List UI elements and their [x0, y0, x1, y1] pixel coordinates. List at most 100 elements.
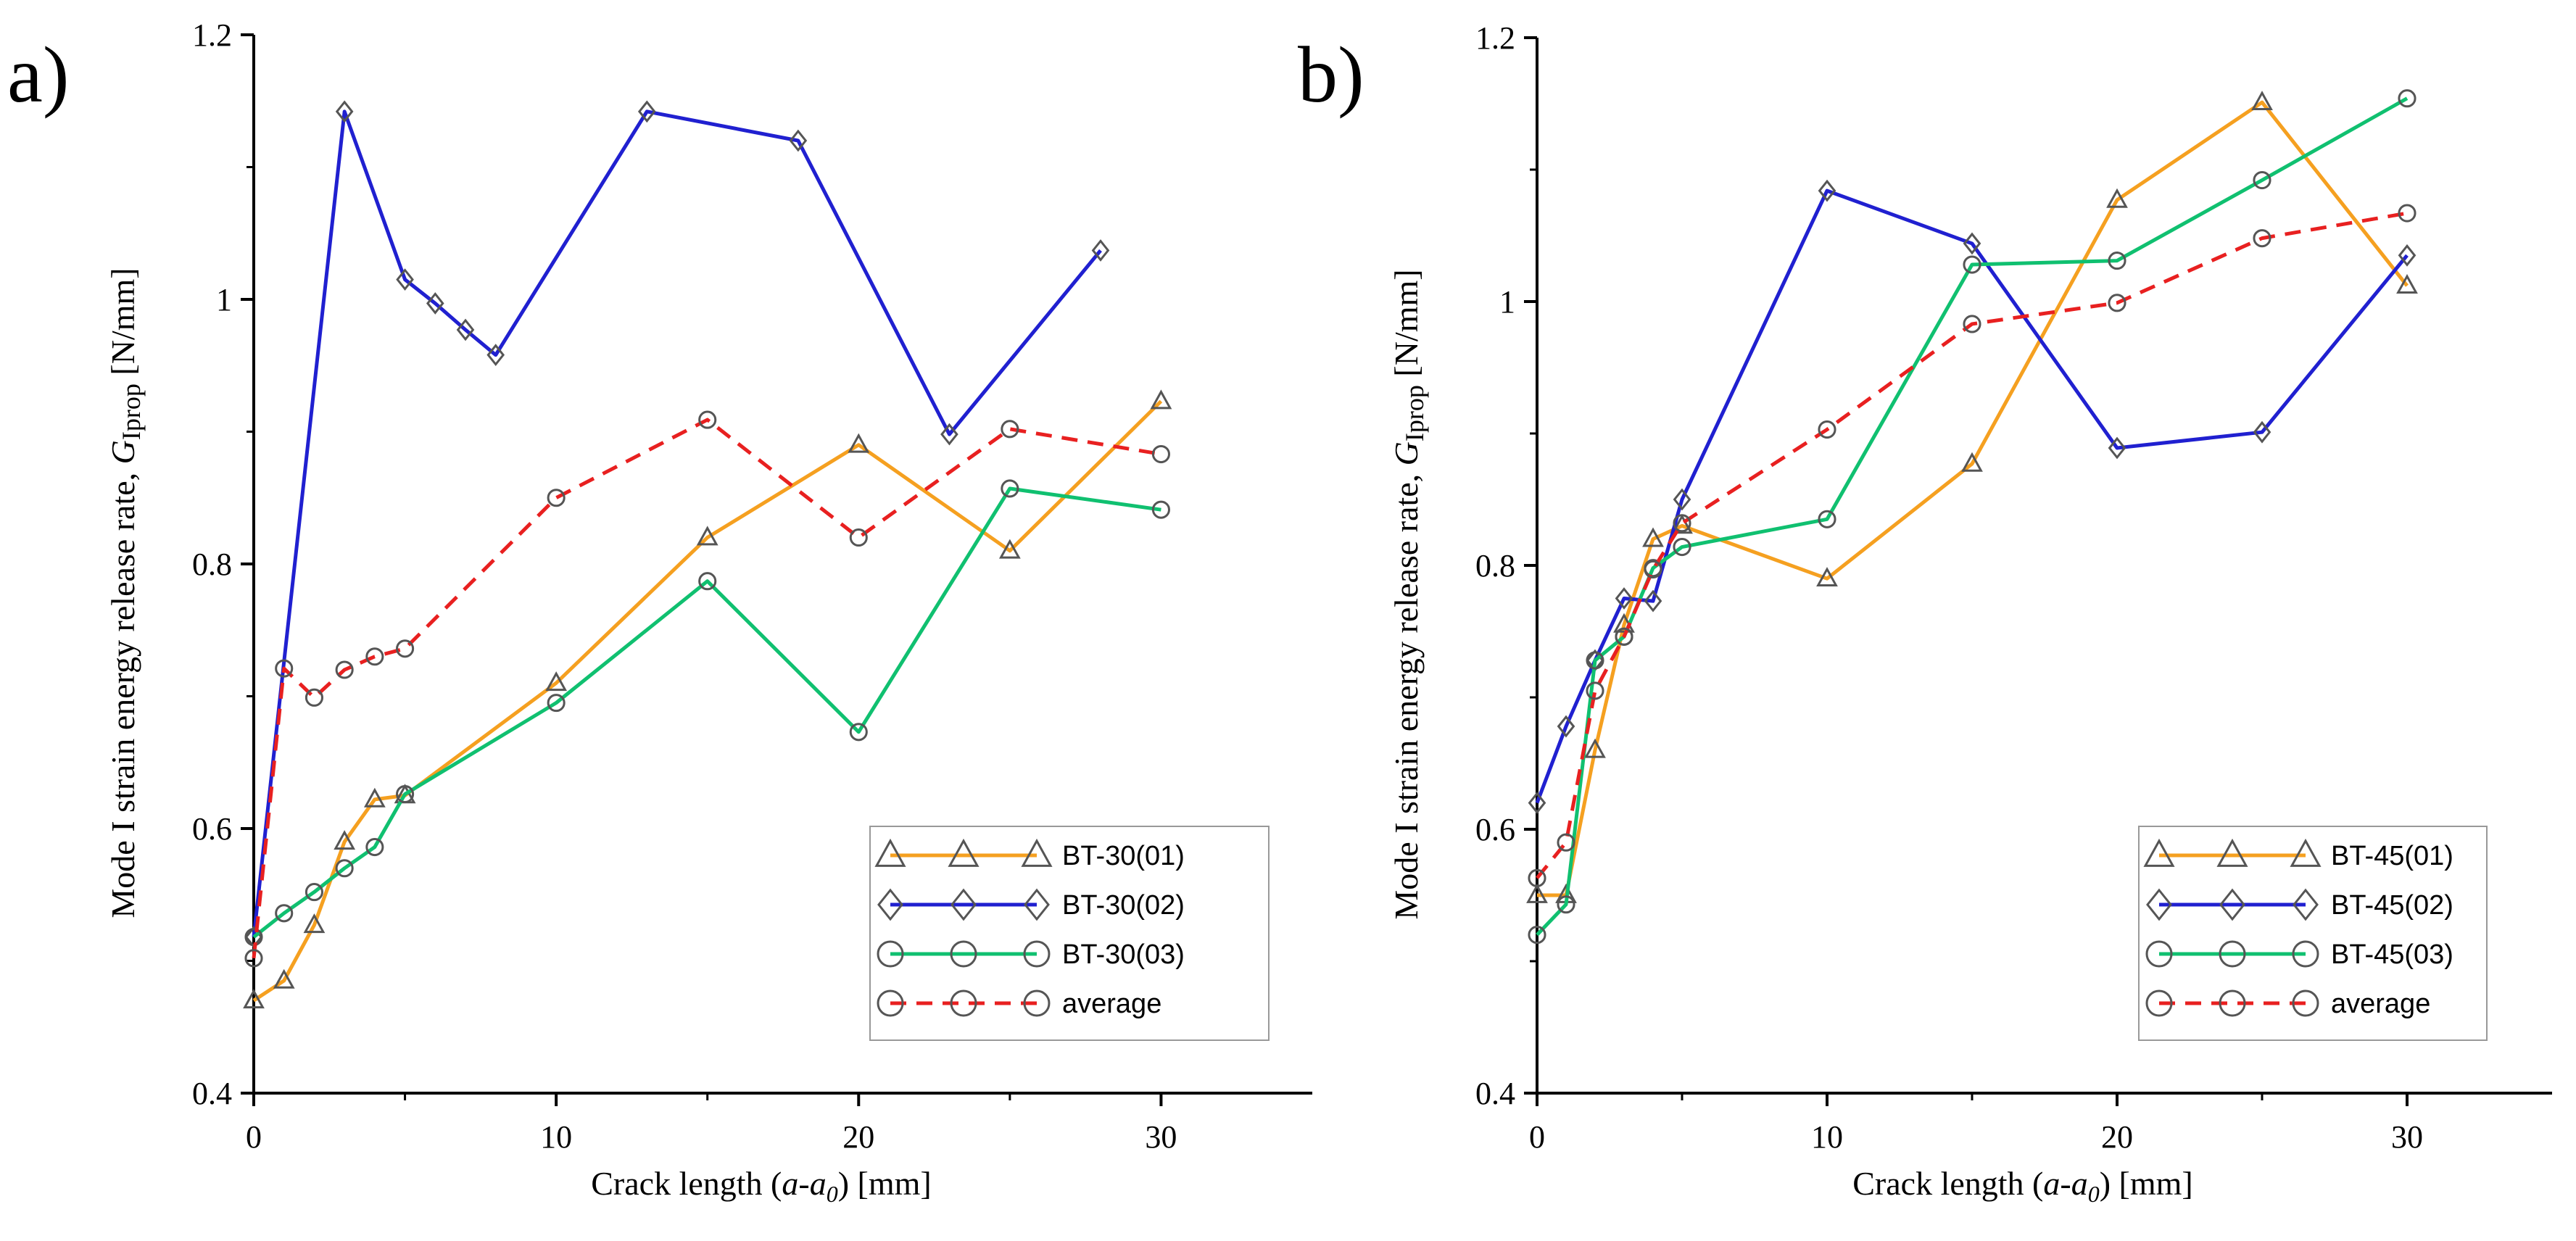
- x-axis-title: Crack length (a-a0) [mm]: [1852, 1165, 2192, 1207]
- data-point: [1584, 738, 1606, 758]
- data-point: [2398, 244, 2416, 267]
- data-point: [849, 723, 868, 742]
- data-point: [848, 433, 870, 453]
- data-point: [2108, 436, 2126, 460]
- y-axis-title: Mode I strain energy release rate, GIpro…: [104, 267, 146, 918]
- legend-marker: [2216, 838, 2248, 867]
- data-point: [1961, 452, 1983, 472]
- x-axis-title-subscript: 0: [827, 1181, 838, 1207]
- data-point: [940, 423, 958, 446]
- data-point: [1644, 589, 1662, 613]
- data-point: [305, 688, 323, 707]
- legend-marker: [1021, 838, 1053, 867]
- x-tick-label: 30: [1145, 1119, 1177, 1155]
- data-point: [698, 572, 717, 591]
- data-point: [275, 659, 294, 678]
- series-line: [252, 109, 1102, 937]
- legend-marker: [2145, 989, 2173, 1017]
- legend-marker: [948, 838, 980, 867]
- y-axis-title-symbol: G: [1388, 441, 1425, 465]
- legend-marker: [2219, 940, 2246, 968]
- x-tick-label: 10: [1811, 1119, 1843, 1155]
- data-point: [1528, 868, 1546, 887]
- data-point: [244, 949, 263, 968]
- data-point: [335, 660, 354, 679]
- data-point: [2253, 171, 2271, 190]
- y-axis-title-suffix: [N/mm]: [1388, 269, 1425, 385]
- data-point: [1673, 537, 1691, 557]
- legend-label: BT-30(01): [1062, 841, 1185, 871]
- y-axis-title-prefix: Mode I strain energy release rate,: [1388, 465, 1425, 919]
- legend-marker: [874, 838, 906, 867]
- data-point: [2108, 294, 2126, 312]
- legend-marker: [2292, 940, 2319, 968]
- legend-item: BT-45(02): [2146, 888, 2453, 921]
- legend-label: BT-30(03): [1062, 939, 1185, 970]
- series-BT-45(02): [1528, 179, 2416, 815]
- series-BT-30(03): [244, 479, 1170, 947]
- data-point: [789, 129, 808, 152]
- legend-box: [869, 826, 1270, 1041]
- series-line: [252, 418, 1161, 959]
- y-axis-title-subscript: Iprop: [117, 383, 146, 440]
- data-point: [1818, 510, 1836, 528]
- series-line: [1536, 96, 2409, 937]
- data-point: [1586, 651, 1604, 670]
- legend-marker: [1023, 940, 1051, 968]
- series-line: [1535, 188, 2409, 804]
- panel-label: a): [7, 30, 69, 119]
- legend-item: average: [2145, 989, 2430, 1019]
- y-axis-title-suffix: [N/mm]: [104, 267, 141, 383]
- data-point: [698, 410, 717, 429]
- data-point: [547, 694, 566, 713]
- data-point: [1673, 488, 1691, 511]
- legend-label: average: [1062, 989, 1161, 1019]
- data-point: [486, 344, 505, 367]
- series-line: [252, 486, 1161, 939]
- legend-label: average: [2331, 989, 2430, 1019]
- y-axis-title-subscript: Iprop: [1400, 385, 1429, 441]
- data-point: [1644, 560, 1662, 579]
- series-average: [1528, 204, 2416, 887]
- x-tick-label: 30: [2391, 1119, 2423, 1155]
- x-axis-title-a0: a: [810, 1165, 827, 1202]
- data-point: [273, 968, 295, 989]
- y-tick-label: 0.6: [1475, 812, 1515, 847]
- data-point: [2396, 274, 2418, 294]
- data-point: [1150, 389, 1172, 410]
- data-point: [303, 913, 326, 934]
- data-point: [275, 904, 294, 923]
- data-point: [2253, 420, 2271, 444]
- legend: BT-30(01) BT-30(02) BT-30(03) average: [869, 826, 1270, 1041]
- data-point: [2253, 229, 2271, 248]
- y-tick-label: 1: [216, 282, 232, 317]
- data-point: [1557, 715, 1575, 738]
- data-point: [1818, 420, 1836, 439]
- data-point: [335, 100, 354, 123]
- y-tick-label: 1: [1499, 284, 1515, 320]
- data-point: [1528, 926, 1546, 945]
- data-point: [1091, 239, 1110, 262]
- data-point: [243, 989, 265, 1009]
- y-tick-label: 1.2: [192, 17, 232, 53]
- x-axis-title-a: a: [782, 1165, 798, 1202]
- data-point: [545, 671, 568, 692]
- legend-marker: [2146, 888, 2172, 921]
- data-point: [2398, 204, 2416, 223]
- data-point: [335, 859, 354, 878]
- x-axis-title-a0: a: [2071, 1165, 2088, 1202]
- data-point: [1557, 833, 1575, 852]
- legend-marker: [877, 989, 904, 1017]
- data-point: [456, 318, 475, 341]
- data-point: [1526, 883, 1548, 903]
- data-point: [2398, 89, 2416, 108]
- y-axis-title-prefix: Mode I strain energy release rate,: [104, 464, 141, 918]
- legend-item: BT-30(02): [877, 888, 1185, 921]
- series-BT-45(01): [1526, 91, 2418, 903]
- data-point: [998, 539, 1021, 559]
- legend-marker: [1023, 989, 1051, 1017]
- legend-marker: [2143, 838, 2175, 867]
- x-tick-label: 10: [540, 1119, 572, 1155]
